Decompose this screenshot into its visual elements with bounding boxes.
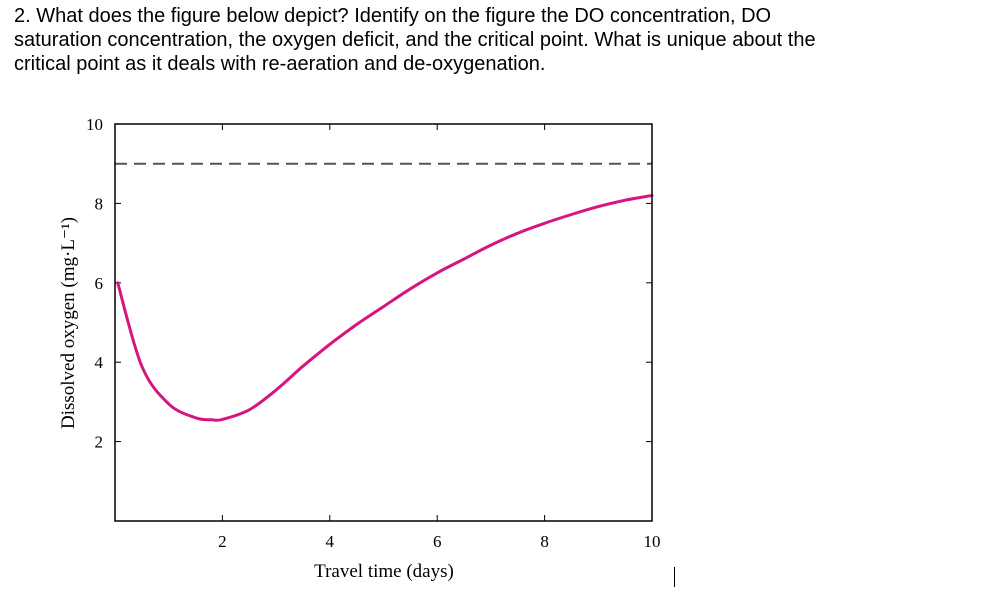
plot-frame xyxy=(114,123,653,522)
text-cursor-mark xyxy=(674,567,675,587)
do-concentration-curve xyxy=(116,194,654,422)
question-line-2: saturation concentration, the oxygen def… xyxy=(14,29,816,51)
y-tick-label: 2 xyxy=(95,433,104,452)
y-tick-label: 8 xyxy=(95,194,104,213)
question-text: 2. What does the figure below depict? Id… xyxy=(14,4,974,76)
x-tick-label: 6 xyxy=(433,532,442,551)
question-line-3: critical point as it deals with re-aerat… xyxy=(14,53,546,75)
x-tick-label: 10 xyxy=(644,532,661,551)
question-line-1: 2. What does the figure below depict? Id… xyxy=(14,5,772,27)
series-layer xyxy=(115,162,654,422)
y-tick-label: 4 xyxy=(95,353,104,372)
y-tick-label: 6 xyxy=(95,274,104,293)
y-tick-label: 10 xyxy=(86,115,103,134)
x-tick-label: 4 xyxy=(326,532,335,551)
ticks-layer: 2 4 6 8 10 2 4 6 8 10 xyxy=(86,115,661,551)
x-axis-label: Travel time (days) xyxy=(314,561,454,582)
x-tick-label: 2 xyxy=(218,532,227,551)
x-tick-label: 8 xyxy=(540,532,549,551)
y-axis-label: Dissolved oxygen (mg·L⁻¹) xyxy=(58,217,79,429)
